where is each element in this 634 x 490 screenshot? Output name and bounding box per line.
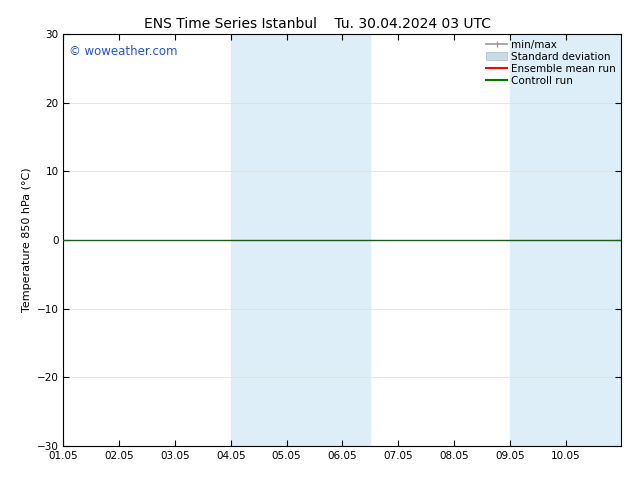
Text: © woweather.com: © woweather.com <box>69 45 178 58</box>
Bar <box>510 34 566 446</box>
Bar <box>231 34 287 446</box>
Bar <box>287 34 370 446</box>
Text: ENS Time Series Istanbul    Tu. 30.04.2024 03 UTC: ENS Time Series Istanbul Tu. 30.04.2024 … <box>143 17 491 31</box>
Legend: min/max, Standard deviation, Ensemble mean run, Controll run: min/max, Standard deviation, Ensemble me… <box>484 37 618 88</box>
Bar <box>566 34 621 446</box>
Y-axis label: Temperature 850 hPa (°C): Temperature 850 hPa (°C) <box>22 168 32 313</box>
